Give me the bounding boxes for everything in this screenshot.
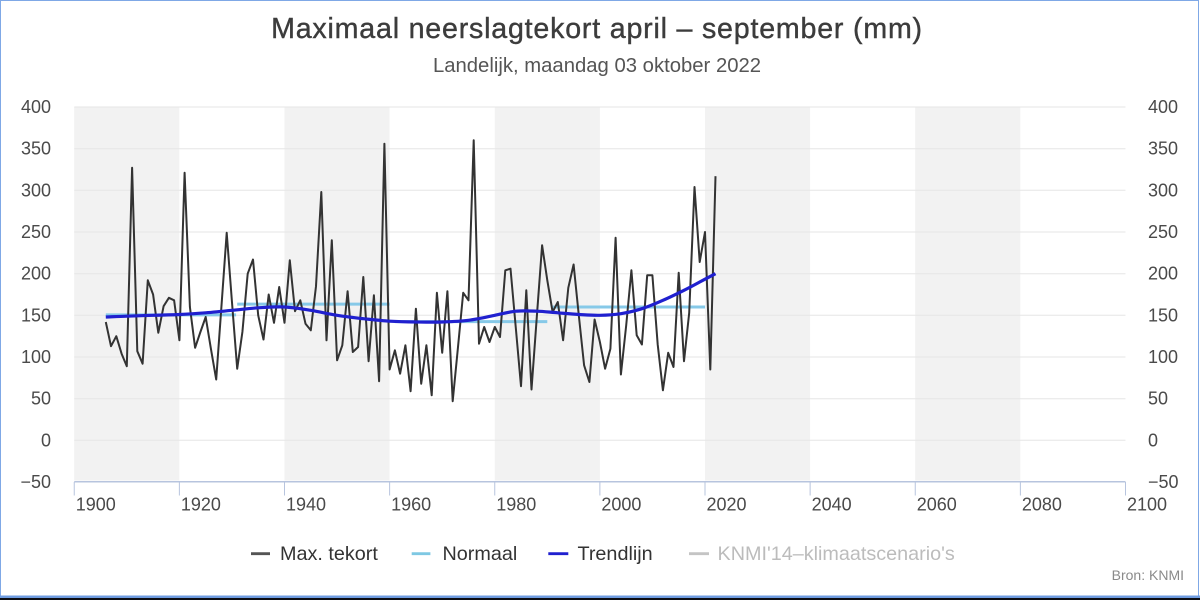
svg-text:Landelijk, maandag 03 oktober: Landelijk, maandag 03 oktober 2022 xyxy=(433,55,761,77)
svg-text:Maximaal neerslagtekort april: Maximaal neerslagtekort april – septembe… xyxy=(271,13,923,45)
svg-text:100: 100 xyxy=(1148,347,1178,367)
svg-text:250: 250 xyxy=(1148,222,1178,242)
svg-text:400: 400 xyxy=(1148,97,1178,117)
svg-text:2040: 2040 xyxy=(812,495,852,515)
svg-text:300: 300 xyxy=(1148,180,1178,200)
svg-text:200: 200 xyxy=(1148,264,1178,284)
svg-text:150: 150 xyxy=(1148,305,1178,325)
svg-text:1940: 1940 xyxy=(286,495,326,515)
svg-text:Normaal: Normaal xyxy=(443,543,518,565)
svg-text:0: 0 xyxy=(1148,430,1158,450)
svg-text:1920: 1920 xyxy=(181,495,221,515)
svg-text:1900: 1900 xyxy=(76,495,116,515)
svg-text:200: 200 xyxy=(21,264,51,284)
svg-text:2060: 2060 xyxy=(917,495,957,515)
svg-text:−50: −50 xyxy=(20,472,51,492)
svg-text:50: 50 xyxy=(1148,389,1168,409)
svg-text:Bron: KNMI: Bron: KNMI xyxy=(1112,567,1184,583)
svg-text:50: 50 xyxy=(31,389,51,409)
svg-text:2000: 2000 xyxy=(601,495,641,515)
svg-text:2080: 2080 xyxy=(1022,495,1062,515)
svg-text:100: 100 xyxy=(21,347,51,367)
svg-text:350: 350 xyxy=(21,139,51,159)
svg-text:350: 350 xyxy=(1148,139,1178,159)
svg-text:−50: −50 xyxy=(1148,472,1179,492)
svg-text:2100: 2100 xyxy=(1127,495,1167,515)
svg-text:Trendlijn: Trendlijn xyxy=(578,543,653,565)
svg-text:Max. tekort: Max. tekort xyxy=(280,543,378,565)
svg-text:300: 300 xyxy=(21,180,51,200)
svg-text:KNMI'14–klimaatscenario's: KNMI'14–klimaatscenario's xyxy=(718,543,955,565)
svg-text:0: 0 xyxy=(41,430,51,450)
svg-text:400: 400 xyxy=(21,97,51,117)
svg-text:1980: 1980 xyxy=(496,495,536,515)
svg-text:2020: 2020 xyxy=(707,495,747,515)
svg-text:1960: 1960 xyxy=(391,495,431,515)
svg-text:150: 150 xyxy=(21,305,51,325)
svg-text:250: 250 xyxy=(21,222,51,242)
